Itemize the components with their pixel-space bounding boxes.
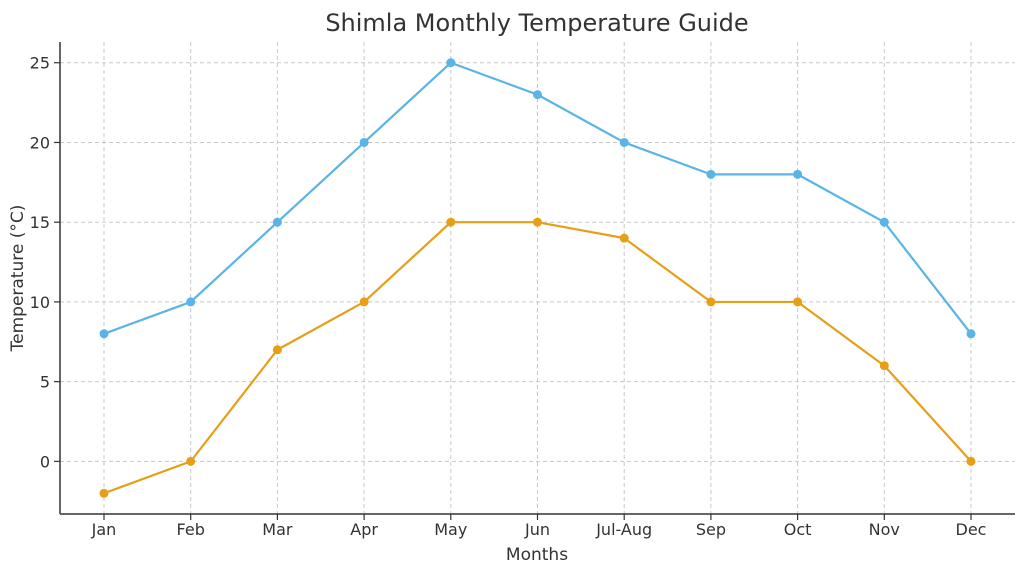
data-point-high — [359, 137, 369, 147]
y-tick-label: 0 — [40, 452, 50, 471]
ticks-layer: Jan Feb Mar Apr May Jun Jul-Aug Sep Oct Nov Dec 0 5 1… — [30, 54, 987, 539]
data-point-low — [186, 456, 196, 466]
data-point-low — [99, 488, 109, 498]
x-axis-title: Months — [506, 545, 568, 565]
x-tick-label: Apr — [350, 520, 378, 539]
data-point-high — [706, 169, 716, 179]
data-point-low — [879, 361, 889, 371]
data-point-low — [793, 297, 803, 307]
grid-layer — [60, 42, 1015, 514]
data-point-low — [706, 297, 716, 307]
series-low — [99, 217, 976, 498]
data-point-low — [446, 217, 456, 227]
data-point-high — [966, 329, 976, 339]
y-tick-label: 15 — [30, 213, 50, 232]
y-axis-title: Temperature (°C) — [8, 205, 28, 353]
x-tick-label: Sep — [696, 520, 726, 539]
data-point-high — [186, 297, 196, 307]
y-tick-label: 5 — [40, 373, 50, 392]
x-tick-label: Oct — [784, 520, 812, 539]
data-point-high — [533, 90, 542, 100]
x-tick-label: Dec — [956, 520, 987, 539]
data-point-high — [272, 217, 282, 227]
data-point-high — [99, 329, 109, 339]
data-point-low — [533, 217, 542, 227]
data-point-low — [619, 233, 629, 243]
data-point-high — [619, 137, 629, 147]
data-point-high — [879, 217, 889, 227]
data-point-high — [446, 58, 456, 68]
chart-title: Shimla Monthly Temperature Guide — [325, 9, 748, 37]
data-point-low — [359, 297, 369, 307]
x-tick-label: Jun — [524, 520, 550, 539]
x-tick-label: Mar — [262, 520, 293, 539]
x-tick-label: Jan — [91, 520, 117, 539]
y-tick-label: 25 — [30, 54, 50, 73]
data-point-low — [966, 456, 976, 466]
data-point-high — [793, 169, 803, 179]
x-tick-label: Nov — [869, 520, 900, 539]
x-tick-label: Jul-Aug — [595, 520, 652, 539]
series-layer — [99, 58, 976, 498]
x-tick-label: May — [434, 520, 467, 539]
data-point-low — [272, 345, 282, 355]
x-tick-label: Feb — [177, 520, 205, 539]
y-tick-label: 10 — [30, 293, 50, 312]
series-high — [99, 58, 976, 339]
y-tick-label: 20 — [30, 133, 50, 152]
